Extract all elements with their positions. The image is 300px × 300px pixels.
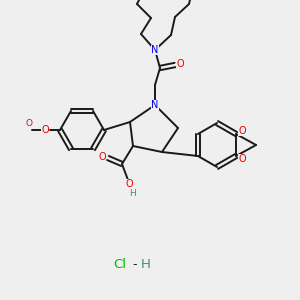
Text: H: H	[130, 188, 136, 197]
Text: -: -	[129, 259, 141, 272]
Text: O: O	[41, 125, 49, 135]
Text: O: O	[176, 59, 184, 69]
Text: N: N	[151, 100, 159, 110]
Text: O: O	[238, 154, 246, 164]
Text: N: N	[151, 45, 159, 55]
Text: O: O	[238, 126, 246, 136]
Text: H: H	[141, 259, 151, 272]
Text: O: O	[98, 152, 106, 162]
Text: Cl: Cl	[113, 259, 127, 272]
Text: O: O	[26, 118, 32, 127]
Text: O: O	[125, 179, 133, 189]
